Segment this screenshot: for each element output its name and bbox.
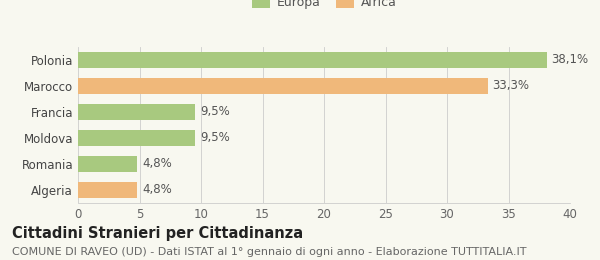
Bar — [78, 156, 137, 172]
Text: 9,5%: 9,5% — [200, 131, 230, 144]
Bar — [78, 182, 137, 198]
Text: 4,8%: 4,8% — [142, 157, 172, 170]
Text: COMUNE DI RAVEO (UD) - Dati ISTAT al 1° gennaio di ogni anno - Elaborazione TUTT: COMUNE DI RAVEO (UD) - Dati ISTAT al 1° … — [12, 247, 527, 257]
Bar — [78, 78, 488, 94]
Bar — [78, 52, 547, 68]
Legend: Europa, Africa: Europa, Africa — [249, 0, 399, 12]
Text: 38,1%: 38,1% — [551, 53, 589, 66]
Text: 4,8%: 4,8% — [142, 183, 172, 196]
Text: 33,3%: 33,3% — [493, 79, 530, 92]
Text: 9,5%: 9,5% — [200, 105, 230, 118]
Text: Cittadini Stranieri per Cittadinanza: Cittadini Stranieri per Cittadinanza — [12, 226, 303, 241]
Bar — [78, 130, 195, 146]
Bar — [78, 104, 195, 120]
